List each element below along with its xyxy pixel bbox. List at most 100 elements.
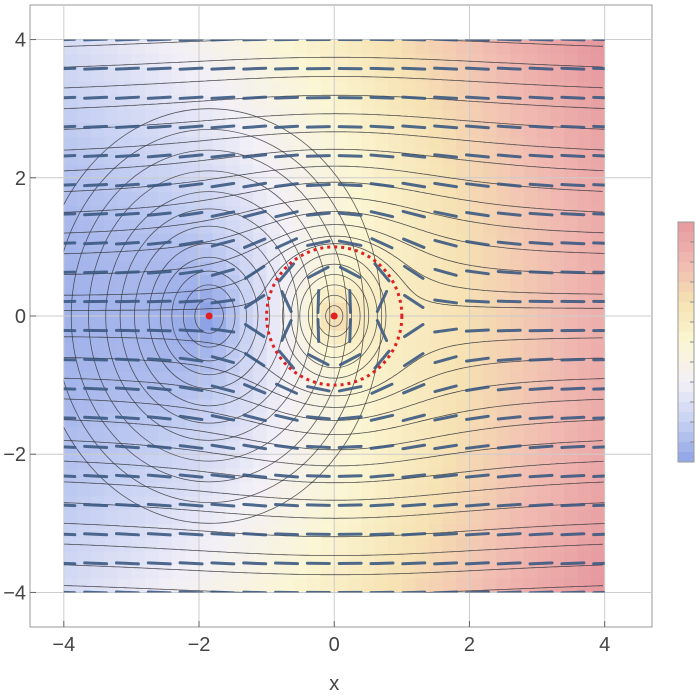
density-cell xyxy=(320,122,335,137)
direction-dash xyxy=(210,39,236,42)
density-cell xyxy=(510,316,525,331)
density-cell xyxy=(388,578,403,593)
density-cell xyxy=(564,81,579,96)
density-cell xyxy=(226,454,241,469)
contour-line xyxy=(290,263,378,369)
direction-dash xyxy=(401,95,427,100)
density-cell xyxy=(253,481,268,497)
density-cell xyxy=(428,316,444,331)
direction-dash xyxy=(63,212,77,216)
density-cell xyxy=(239,578,254,593)
density-cell xyxy=(482,426,498,441)
direction-dash xyxy=(403,264,425,280)
density-cell xyxy=(388,233,403,248)
direction-dash xyxy=(146,211,172,217)
density-cell xyxy=(320,578,335,593)
density-cell xyxy=(280,398,295,414)
density-cell xyxy=(212,481,227,497)
density-cell xyxy=(361,550,376,566)
density-cell xyxy=(280,81,295,96)
density-cell xyxy=(144,39,160,54)
density-cell xyxy=(131,39,146,54)
density-cell xyxy=(131,163,146,179)
density-cell xyxy=(537,481,552,497)
density-cell xyxy=(591,246,605,262)
density-cell xyxy=(307,53,322,68)
density-cell xyxy=(334,509,349,524)
contour-line xyxy=(316,294,352,338)
direction-dash xyxy=(305,211,331,217)
density-cell xyxy=(280,274,295,289)
density-cell xyxy=(293,260,308,276)
density-cell xyxy=(212,426,227,441)
direction-dash xyxy=(528,182,554,188)
density-cell xyxy=(131,150,146,165)
direction-dash xyxy=(305,154,331,158)
density-cell xyxy=(226,316,241,331)
direction-dash xyxy=(63,124,77,129)
density-cell xyxy=(591,426,605,441)
direction-dash xyxy=(401,590,427,593)
direction-dash xyxy=(114,241,140,246)
direction-dash xyxy=(114,66,140,71)
density-cell xyxy=(455,136,471,151)
density-cell xyxy=(564,564,579,580)
density-cell xyxy=(537,578,552,593)
density-cell xyxy=(199,81,214,96)
density-cell xyxy=(253,426,268,441)
density-cell xyxy=(442,316,457,331)
density-cell xyxy=(63,274,78,289)
density-cell xyxy=(510,302,525,317)
density-cell xyxy=(307,81,322,96)
density-cell xyxy=(63,39,78,54)
density-cell xyxy=(144,537,160,552)
density-cell xyxy=(185,191,200,207)
direction-dash xyxy=(433,124,459,130)
density-cell xyxy=(361,440,376,455)
density-cell xyxy=(361,122,376,137)
density-cell xyxy=(455,509,471,524)
density-cell xyxy=(523,150,538,165)
direction-dash xyxy=(464,182,490,188)
direction-dash xyxy=(433,39,459,42)
density-cell xyxy=(550,246,565,262)
density-cell xyxy=(144,274,160,289)
density-cell xyxy=(442,219,457,234)
density-cell xyxy=(388,136,403,151)
direction-dash xyxy=(433,153,459,159)
direction-dash xyxy=(528,153,554,159)
colorbar-segment xyxy=(678,372,694,383)
direction-dash xyxy=(83,444,109,450)
direction-dash xyxy=(146,328,172,333)
density-cell xyxy=(117,219,133,234)
direction-dash xyxy=(560,444,586,450)
density-cell xyxy=(158,39,173,54)
y-tick-label: −2 xyxy=(3,444,26,466)
density-cell xyxy=(550,468,565,483)
density-cell xyxy=(158,163,173,179)
density-cell xyxy=(293,163,308,179)
direction-dash xyxy=(592,561,605,566)
direction-dash xyxy=(401,66,427,71)
direction-dash xyxy=(146,182,172,188)
direction-dash xyxy=(496,561,522,566)
y-axis: −4 −2 0 2 4 xyxy=(3,30,36,604)
density-cell xyxy=(361,219,376,234)
direction-dash xyxy=(592,241,605,245)
density-cell xyxy=(253,246,268,262)
direction-dash xyxy=(560,473,586,479)
density-cell xyxy=(469,564,484,580)
density-cell xyxy=(117,578,133,593)
direction-dash xyxy=(592,532,605,537)
density-cell xyxy=(199,537,214,552)
density-cell xyxy=(442,67,457,82)
density-cell xyxy=(455,564,471,580)
density-cell xyxy=(131,108,146,124)
direction-dash xyxy=(83,241,109,246)
density-cell xyxy=(523,481,538,497)
direction-dash xyxy=(83,66,109,71)
direction-dash xyxy=(496,66,522,71)
density-cell xyxy=(496,246,511,262)
density-cell xyxy=(266,537,281,552)
direction-dash xyxy=(496,182,522,188)
